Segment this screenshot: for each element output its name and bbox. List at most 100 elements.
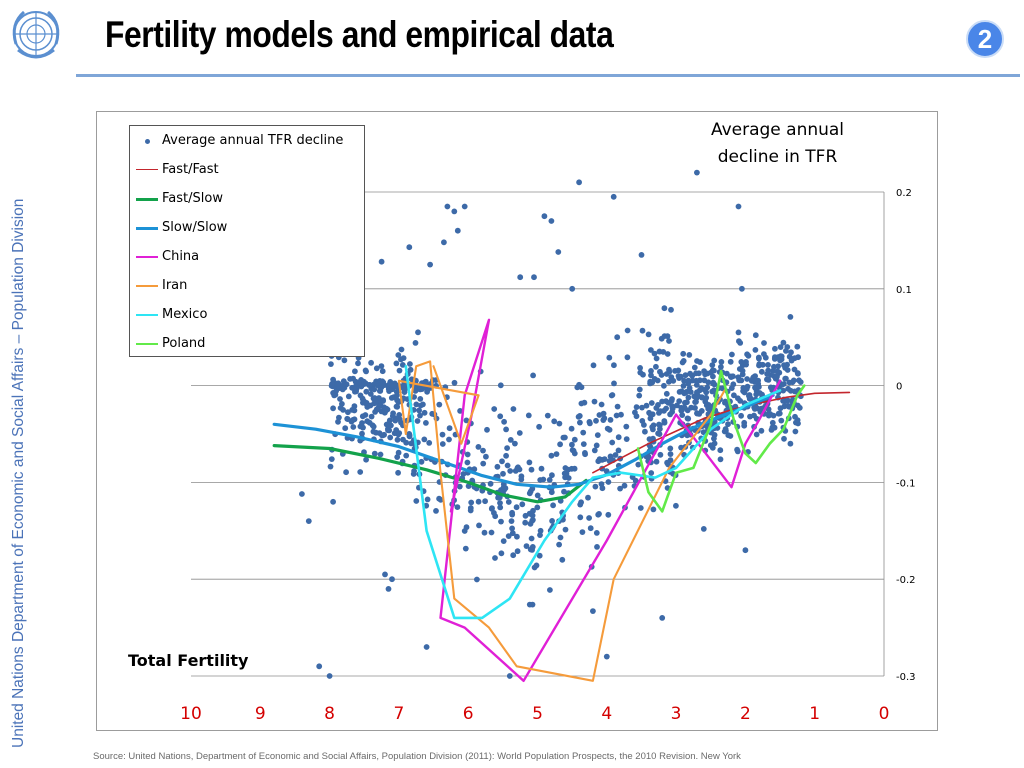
y-tick-label: 0 bbox=[896, 382, 902, 393]
scatter-point bbox=[454, 504, 461, 510]
scatter-point bbox=[497, 382, 504, 389]
scatter-point bbox=[427, 261, 433, 268]
scatter-point bbox=[685, 415, 692, 422]
scatter-point bbox=[758, 368, 765, 375]
scatter-point bbox=[444, 203, 451, 210]
scatter-point bbox=[752, 332, 759, 339]
scatter-point bbox=[376, 380, 383, 386]
scatter-point bbox=[590, 608, 596, 614]
scatter-point bbox=[680, 383, 687, 389]
legend-label: Mexico bbox=[162, 307, 208, 322]
page-title: Fertility models and empirical data bbox=[105, 14, 614, 55]
legend-item: Fast/Slow bbox=[136, 189, 223, 209]
scatter-point bbox=[420, 401, 426, 408]
scatter-point bbox=[437, 496, 444, 503]
scatter-point bbox=[700, 526, 707, 532]
scatter-point bbox=[648, 347, 654, 353]
scatter-point bbox=[533, 562, 540, 569]
scatter-point bbox=[575, 413, 582, 420]
scatter-point bbox=[548, 218, 555, 224]
scatter-point bbox=[503, 426, 509, 433]
scatter-point bbox=[569, 285, 576, 292]
scatter-point bbox=[516, 430, 523, 436]
scatter-point bbox=[674, 402, 680, 409]
scatter-point bbox=[413, 401, 420, 408]
scatter-point bbox=[396, 367, 403, 374]
scatter-point bbox=[591, 398, 598, 405]
scatter-point bbox=[368, 413, 375, 420]
scatter-point bbox=[514, 548, 521, 555]
scatter-point bbox=[653, 458, 660, 465]
scatter-point bbox=[557, 534, 564, 541]
scatter-point bbox=[744, 376, 750, 382]
scatter-point bbox=[351, 407, 358, 414]
x-tick-label: 0 bbox=[879, 704, 890, 724]
scatter-point bbox=[638, 252, 645, 258]
legend-item: Fast/Fast bbox=[136, 160, 219, 180]
legend-label: Average annual TFR decline bbox=[162, 133, 344, 148]
scatter-point bbox=[735, 329, 742, 336]
scatter-point bbox=[751, 406, 758, 412]
scatter-point bbox=[711, 387, 717, 394]
scatter-point bbox=[367, 391, 374, 397]
x-axis-title: Total Fertility bbox=[128, 651, 249, 670]
scatter-point bbox=[787, 440, 794, 447]
scatter-point bbox=[344, 416, 351, 422]
scatter-point bbox=[522, 519, 529, 526]
scatter-point bbox=[691, 364, 698, 371]
scatter-point bbox=[722, 426, 729, 432]
scatter-point bbox=[342, 425, 349, 432]
x-tick-label: 2 bbox=[740, 704, 751, 724]
scatter-point bbox=[633, 413, 640, 420]
scatter-point bbox=[610, 193, 617, 200]
scatter-point bbox=[727, 373, 734, 380]
scatter-point bbox=[360, 424, 366, 431]
scatter-point bbox=[462, 545, 469, 552]
scatter-point bbox=[390, 410, 396, 417]
scatter-point bbox=[755, 354, 762, 361]
scatter-point bbox=[439, 431, 446, 438]
scatter-point bbox=[609, 439, 616, 446]
scatter-point bbox=[787, 314, 794, 320]
scatter-point bbox=[670, 377, 677, 384]
scatter-point bbox=[739, 371, 746, 378]
scatter-point bbox=[523, 543, 530, 549]
scatter-point bbox=[544, 412, 551, 419]
scatter-point bbox=[423, 420, 429, 426]
scatter-point bbox=[612, 452, 619, 458]
legend-marker-line bbox=[136, 247, 158, 267]
scatter-point bbox=[621, 482, 628, 489]
scatter-point bbox=[529, 601, 536, 608]
scatter-point bbox=[728, 385, 735, 391]
scatter-point bbox=[456, 483, 463, 490]
series-line-poland bbox=[636, 369, 806, 513]
scatter-point bbox=[594, 544, 600, 550]
scatter-point bbox=[775, 363, 781, 370]
scatter-point bbox=[727, 433, 734, 439]
scatter-point bbox=[637, 369, 644, 376]
scatter-point bbox=[363, 456, 369, 463]
scatter-point bbox=[780, 339, 787, 346]
scatter-point bbox=[668, 306, 674, 313]
scatter-point bbox=[345, 409, 351, 416]
scatter-point bbox=[498, 550, 505, 557]
legend-label: Slow/Slow bbox=[162, 220, 228, 235]
scatter-point bbox=[418, 458, 425, 465]
scatter-point bbox=[648, 400, 655, 406]
scatter-point bbox=[689, 377, 696, 384]
scatter-point bbox=[385, 586, 392, 592]
scatter-point bbox=[357, 392, 364, 399]
scatter-point bbox=[614, 403, 621, 410]
scatter-point bbox=[735, 395, 741, 402]
y-axis-title: Average annual decline in TFR bbox=[710, 120, 845, 167]
scatter-point bbox=[615, 447, 622, 454]
scatter-point bbox=[752, 347, 759, 353]
x-tick-label: 1 bbox=[809, 704, 820, 724]
scatter-point bbox=[506, 673, 513, 679]
scatter-point bbox=[709, 367, 716, 374]
scatter-point bbox=[499, 458, 505, 465]
y-tick-label: 0.2 bbox=[896, 188, 912, 199]
scatter-point bbox=[330, 390, 336, 396]
scatter-point bbox=[688, 404, 695, 411]
scatter-point bbox=[389, 576, 395, 583]
